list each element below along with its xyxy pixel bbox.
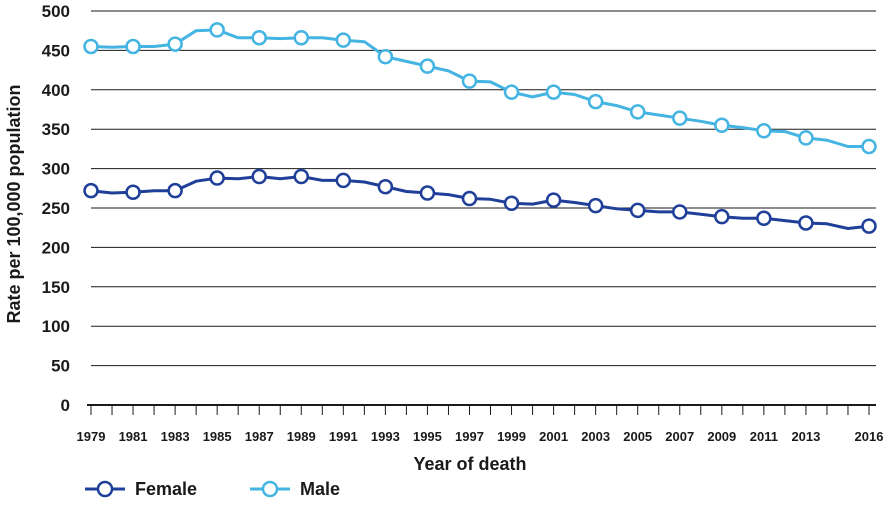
data-point bbox=[861, 138, 877, 155]
data-point bbox=[335, 32, 352, 48]
y-tick-label: 500 bbox=[42, 2, 70, 21]
y-tick-label: 250 bbox=[42, 199, 70, 218]
series-female bbox=[83, 168, 877, 234]
series-line bbox=[90, 175, 870, 230]
x-tick-label: 1983 bbox=[161, 429, 190, 444]
x-tick-label: 1999 bbox=[497, 429, 526, 444]
data-point bbox=[672, 110, 688, 126]
data-point bbox=[587, 197, 604, 214]
series-male bbox=[83, 22, 877, 155]
y-tick-label: 0 bbox=[61, 396, 70, 415]
x-tick-label: 2009 bbox=[707, 429, 736, 444]
data-point bbox=[419, 185, 436, 201]
y-axis-title: Rate per 100,000 population bbox=[4, 84, 24, 323]
data-point bbox=[209, 22, 225, 38]
x-tick-label: 2016 bbox=[855, 429, 884, 444]
data-point bbox=[756, 210, 772, 226]
x-tick-label: 1989 bbox=[287, 429, 316, 444]
data-point bbox=[209, 170, 225, 186]
x-tick-label: 1991 bbox=[329, 429, 358, 444]
x-axis: 1979 1981 1983 1985 1987 1989 1991 1993 1995 1997… bbox=[77, 404, 884, 444]
x-tick-label: 2001 bbox=[539, 429, 568, 444]
data-point bbox=[798, 130, 814, 146]
legend-label: Male bbox=[300, 479, 340, 499]
x-tick-label: 2003 bbox=[581, 429, 610, 444]
y-tick-label: 50 bbox=[51, 357, 70, 376]
series-layer bbox=[83, 22, 877, 234]
x-tick-label: 1995 bbox=[413, 429, 442, 444]
legend-swatch-marker bbox=[261, 480, 279, 498]
data-point bbox=[377, 178, 394, 195]
y-tick-label: 300 bbox=[42, 160, 70, 179]
data-point bbox=[672, 204, 688, 220]
data-point bbox=[125, 184, 141, 200]
x-tick-label: 2013 bbox=[791, 429, 820, 444]
data-point bbox=[419, 58, 436, 74]
legend-item-female: Female bbox=[85, 479, 197, 499]
x-tick-label: 1985 bbox=[203, 429, 232, 444]
x-tick-label: 1979 bbox=[77, 429, 106, 444]
y-tick-label: 350 bbox=[42, 120, 70, 139]
data-point bbox=[251, 30, 267, 46]
data-point bbox=[545, 84, 562, 100]
x-tick-label: 2007 bbox=[665, 429, 694, 444]
x-tick-label: 1997 bbox=[455, 429, 484, 444]
data-point bbox=[629, 202, 646, 219]
data-point bbox=[293, 30, 310, 46]
data-point bbox=[377, 48, 394, 65]
data-point bbox=[83, 38, 99, 55]
x-axis-title: Year of death bbox=[413, 454, 526, 474]
data-point bbox=[545, 192, 562, 208]
y-axis-ticks: 0 50 100 150 200 250 300 350 400 450 500 bbox=[42, 2, 70, 415]
data-point bbox=[167, 36, 183, 52]
x-tick-label: 1987 bbox=[245, 429, 274, 444]
data-point bbox=[861, 218, 877, 234]
data-point bbox=[335, 172, 352, 189]
y-tick-label: 400 bbox=[42, 81, 70, 100]
data-point bbox=[293, 168, 310, 185]
data-point bbox=[125, 38, 141, 55]
x-tick-label: 2005 bbox=[623, 429, 652, 444]
gridlines bbox=[91, 10, 876, 367]
y-tick-label: 450 bbox=[42, 41, 70, 60]
x-tick-label: 2011 bbox=[750, 429, 778, 444]
data-point bbox=[714, 208, 730, 225]
x-tick-label: 1993 bbox=[371, 429, 400, 444]
data-point bbox=[251, 168, 267, 185]
legend: Female Male bbox=[85, 479, 340, 499]
data-point bbox=[461, 190, 478, 207]
y-tick-label: 100 bbox=[42, 317, 70, 336]
data-point bbox=[167, 182, 183, 199]
data-point bbox=[461, 73, 478, 89]
data-point bbox=[83, 182, 99, 199]
legend-swatch-marker bbox=[96, 480, 114, 498]
legend-label: Female bbox=[135, 479, 197, 499]
data-point bbox=[629, 104, 646, 120]
x-tick-label: 1981 bbox=[119, 429, 148, 444]
y-tick-label: 150 bbox=[42, 278, 70, 297]
data-point bbox=[714, 117, 730, 134]
legend-item-male: Male bbox=[250, 479, 340, 499]
data-point bbox=[503, 84, 520, 100]
data-point bbox=[798, 215, 814, 231]
data-point bbox=[587, 93, 604, 110]
data-point bbox=[756, 123, 772, 139]
data-point bbox=[503, 195, 520, 212]
y-tick-label: 200 bbox=[42, 238, 70, 257]
